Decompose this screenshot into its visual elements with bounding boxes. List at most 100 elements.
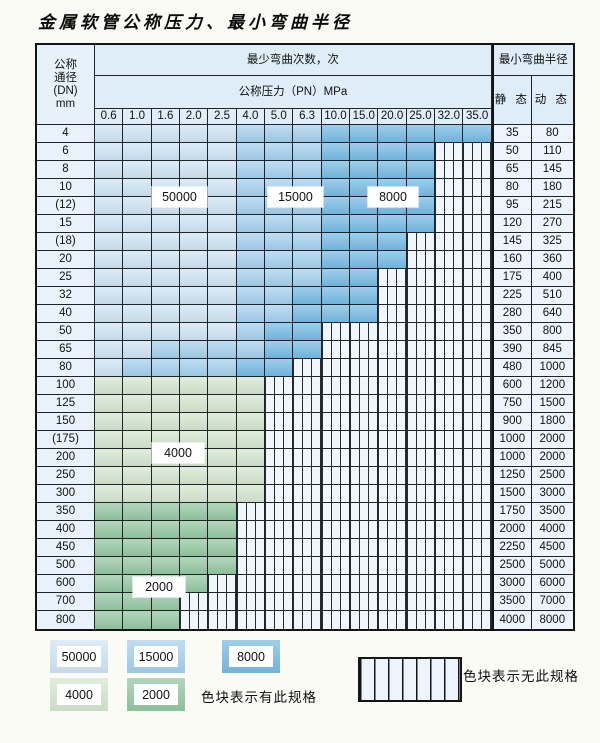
spec-cell: [151, 467, 181, 485]
no-spec-cell: [293, 449, 322, 467]
spec-cell: [236, 485, 266, 503]
no-spec-cell: [463, 287, 492, 305]
no-spec-cell: [406, 539, 436, 557]
dynamic-radius-cell: 145: [531, 161, 573, 179]
spec-cell: [151, 233, 181, 251]
spec-cell: [406, 161, 436, 179]
no-spec-cell: [265, 413, 294, 431]
bending-cycles-header: 最少弯曲次数，次: [95, 45, 492, 76]
spec-cell: [95, 485, 124, 503]
no-spec-cell: [378, 413, 407, 431]
no-spec-cell: [180, 593, 209, 611]
no-spec-cell: [406, 503, 436, 521]
static-radius-cell: 50: [491, 143, 532, 161]
no-spec-cell: [378, 575, 407, 593]
spec-cell: [180, 215, 209, 233]
spec-cell: [236, 323, 266, 341]
no-spec-cell: [350, 557, 379, 575]
spec-cell: [123, 305, 152, 323]
spec-cell: [463, 125, 492, 143]
no-spec-cell: [435, 503, 464, 521]
dynamic-radius-cell: 7000: [531, 593, 573, 611]
spec-cell: [378, 215, 407, 233]
static-radius-cell: 4000: [491, 611, 532, 629]
spec-cell: [265, 251, 294, 269]
spec-cell: [406, 125, 436, 143]
no-spec-cell: [406, 431, 436, 449]
spec-cell: [293, 287, 322, 305]
pressure-header-4.0: 4.0: [236, 109, 266, 125]
no-spec-cell: [321, 539, 351, 557]
spec-cell: [151, 143, 181, 161]
no-spec-cell: [406, 287, 436, 305]
no-spec-cell: [293, 611, 322, 629]
no-spec-cell: [463, 539, 492, 557]
spec-cell: [208, 287, 237, 305]
spec-cell: [321, 161, 351, 179]
pressure-header-15.0: 15.0: [350, 109, 379, 125]
spec-cell: [180, 557, 209, 575]
spec-cell: [180, 287, 209, 305]
legend-value-50000: 50000: [57, 646, 101, 667]
no-spec-cell: [321, 341, 351, 359]
legend-swatch-15000: 15000: [127, 640, 185, 673]
no-spec-cell: [350, 413, 379, 431]
no-spec-cell: [293, 575, 322, 593]
no-spec-cell: [435, 557, 464, 575]
spec-cell: [236, 251, 266, 269]
no-spec-cell: [265, 449, 294, 467]
zone-label-8000: 8000: [368, 187, 418, 207]
no-spec-cell: [435, 161, 464, 179]
spec-cell: [321, 143, 351, 161]
no-spec-cell: [463, 575, 492, 593]
static-radius-cell: 900: [491, 413, 532, 431]
static-radius-cell: 225: [491, 287, 532, 305]
legend-value-2000: 2000: [134, 684, 178, 705]
spec-cell: [236, 269, 266, 287]
spec-cell: [350, 269, 379, 287]
spec-cell: [293, 143, 322, 161]
spec-cell: [95, 269, 124, 287]
spec-cell: [208, 557, 237, 575]
no-spec-cell: [406, 269, 436, 287]
dn-cell: 300: [37, 485, 95, 503]
no-spec-cell: [236, 539, 266, 557]
spec-cell: [208, 503, 237, 521]
no-spec-cell: [378, 305, 407, 323]
spec-cell: [236, 233, 266, 251]
spec-cell: [180, 377, 209, 395]
spec-cell: [180, 485, 209, 503]
pressure-header-6.3: 6.3: [293, 109, 322, 125]
spec-cell: [265, 215, 294, 233]
no-spec-cell: [350, 341, 379, 359]
no-spec-cell: [463, 395, 492, 413]
no-spec-cell: [265, 593, 294, 611]
spec-cell: [95, 449, 124, 467]
static-radius-cell: 80: [491, 179, 532, 197]
spec-cell: [265, 125, 294, 143]
no-spec-cell: [378, 449, 407, 467]
spec-cell: [95, 611, 124, 629]
no-spec-cell: [378, 395, 407, 413]
dynamic-radius-cell: 1200: [531, 377, 573, 395]
dynamic-radius-cell: 270: [531, 215, 573, 233]
spec-cell: [95, 287, 124, 305]
static-radius-cell: 1000: [491, 431, 532, 449]
no-spec-cell: [236, 575, 266, 593]
no-spec-cell: [463, 467, 492, 485]
no-spec-cell: [435, 395, 464, 413]
legend-hatch-box: [358, 657, 462, 702]
spec-cell: [123, 341, 152, 359]
spec-cell: [321, 197, 351, 215]
spec-cell: [95, 125, 124, 143]
no-spec-cell: [463, 611, 492, 629]
static-radius-cell: 1750: [491, 503, 532, 521]
no-spec-cell: [406, 323, 436, 341]
no-spec-cell: [265, 395, 294, 413]
spec-cell: [236, 197, 266, 215]
no-spec-cell: [350, 593, 379, 611]
static-radius-cell: 65: [491, 161, 532, 179]
spec-cell: [151, 485, 181, 503]
spec-cell: [208, 377, 237, 395]
no-spec-cell: [265, 485, 294, 503]
